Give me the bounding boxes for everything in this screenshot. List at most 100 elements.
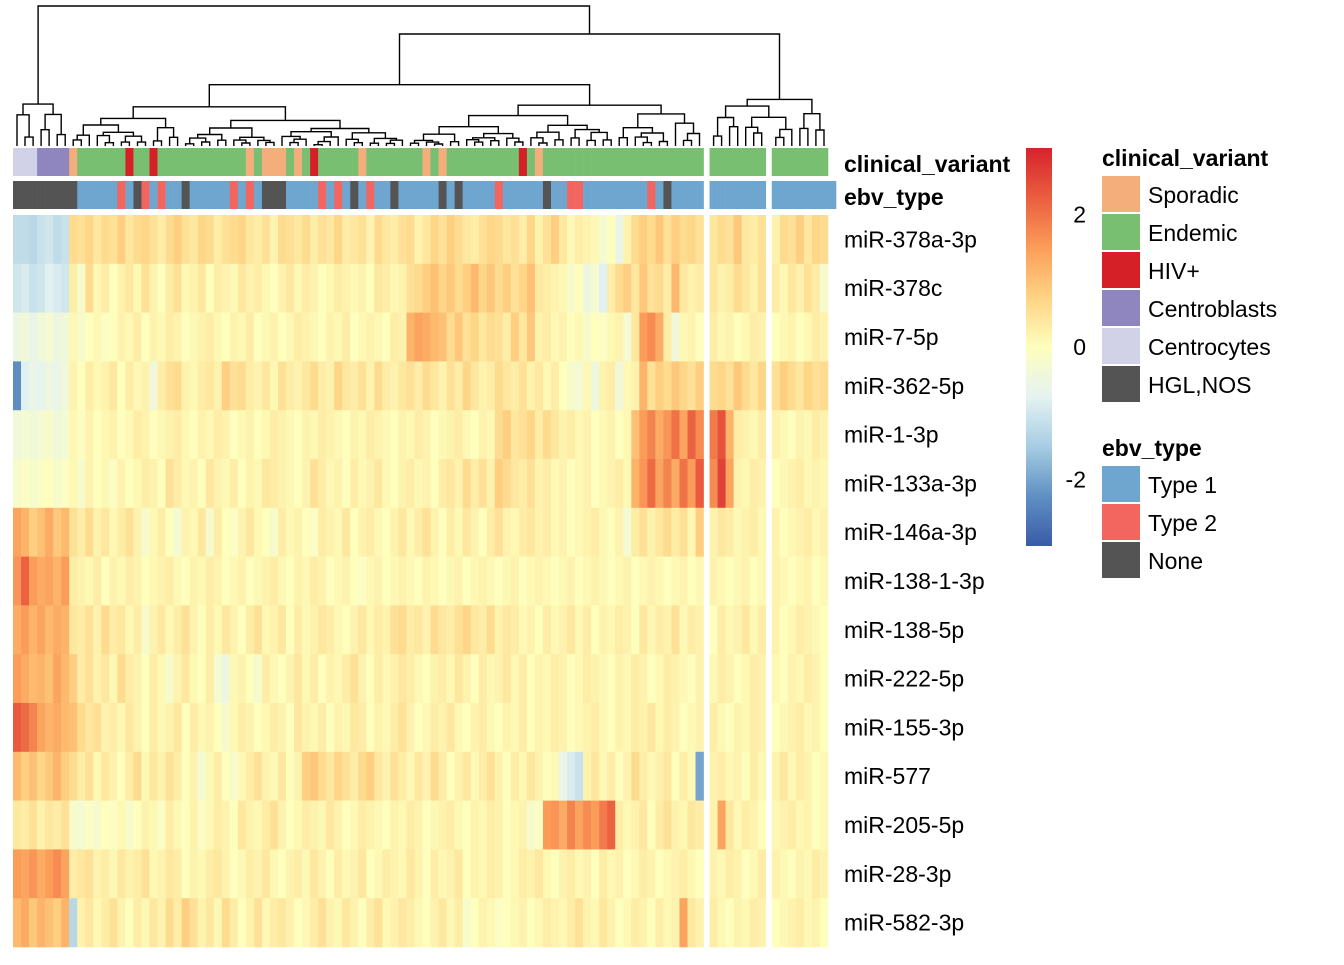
heatmap-cell <box>13 751 22 801</box>
heatmap-cell <box>21 898 30 948</box>
heatmap-cell <box>575 215 584 265</box>
ebv_type-cell <box>253 181 263 209</box>
heatmap-cell <box>149 312 158 362</box>
heatmap-cell <box>679 703 688 753</box>
ebv_type-cell <box>749 181 759 209</box>
heatmap-cell <box>583 703 592 753</box>
heatmap-cell <box>318 459 327 509</box>
heatmap-cell <box>725 654 734 704</box>
heatmap-cell <box>430 459 439 509</box>
heatmap-cell <box>342 410 351 460</box>
heatmap-cell <box>771 507 781 557</box>
heatmap-cell <box>374 605 383 655</box>
heatmap-cell <box>61 410 70 460</box>
heatmap-cell <box>342 654 351 704</box>
heatmap-cell <box>229 849 239 899</box>
ebv_type-cell <box>69 181 78 209</box>
dendrogram-branch <box>257 139 271 146</box>
heatmap-cell <box>173 898 182 948</box>
heatmap-cell <box>709 800 718 850</box>
heatmap-cell <box>149 751 158 801</box>
row-label: miR-146a-3p <box>844 519 977 545</box>
heatmap-cell <box>687 507 696 557</box>
dendrogram-branch <box>724 105 770 118</box>
heatmap-cell <box>197 507 207 557</box>
heatmap-cell <box>294 507 303 557</box>
ebv_type-cell <box>733 181 742 209</box>
heatmap-cell <box>454 312 463 362</box>
heatmap-cell <box>261 849 271 899</box>
heatmap-cell <box>623 800 632 850</box>
clinical_variant-cell <box>819 148 829 176</box>
heatmap-cell <box>550 410 560 460</box>
heatmap-cell <box>197 361 207 411</box>
heatmap-cell <box>141 410 150 460</box>
heatmap-cell <box>478 751 488 801</box>
heatmap-cell <box>85 459 94 509</box>
heatmap-cell <box>406 312 415 362</box>
heatmap-cell <box>494 654 504 704</box>
heatmap-cell <box>438 410 447 460</box>
dendrogram-branch <box>602 139 612 146</box>
heatmap-cell <box>623 556 632 606</box>
heatmap-cell <box>221 410 231 460</box>
heatmap-cell <box>133 849 142 899</box>
heatmap-cell <box>189 605 198 655</box>
heatmap-cell <box>757 556 767 606</box>
heatmap-cell <box>502 898 512 948</box>
heatmap-cell <box>414 800 423 850</box>
ebv_type-cell <box>559 181 568 209</box>
ebv_type-cell <box>671 181 680 209</box>
heatmap-cell <box>326 459 335 509</box>
heatmap-cell <box>795 312 805 362</box>
clinical_variant-cell <box>277 148 287 176</box>
heatmap-cell <box>795 605 805 655</box>
heatmap-cell <box>221 654 231 704</box>
heatmap-cell <box>494 507 504 557</box>
dendrogram-branch <box>152 140 163 146</box>
heatmap-cell <box>261 459 271 509</box>
heatmap-cell <box>229 312 239 362</box>
heatmap-cell <box>366 898 375 948</box>
heatmap-cell <box>205 459 215 509</box>
heatmap-cell <box>526 849 536 899</box>
heatmap-cell <box>647 751 656 801</box>
heatmap-cell <box>757 410 767 460</box>
clinical_variant-cell <box>286 148 295 176</box>
heatmap-cell <box>390 459 399 509</box>
heatmap-cell <box>631 312 640 362</box>
heatmap-cell <box>771 703 781 753</box>
heatmap-cell <box>61 898 70 948</box>
heatmap-cell <box>269 703 279 753</box>
clinical_variant-cell <box>253 148 263 176</box>
heatmap-cell <box>679 459 688 509</box>
dendrogram-branch <box>156 127 175 141</box>
heatmap-cell <box>85 849 94 899</box>
heatmap-cell <box>679 312 688 362</box>
heatmap-cell <box>518 507 528 557</box>
heatmap-cell <box>277 312 287 362</box>
heatmap-cell <box>615 898 624 948</box>
heatmap-cell <box>695 361 704 411</box>
heatmap-cell <box>534 507 544 557</box>
heatmap-cell <box>173 703 182 753</box>
heatmap-cell <box>229 361 239 411</box>
heatmap-cell <box>663 459 672 509</box>
ebv_type-cell <box>286 181 295 209</box>
heatmap-cell <box>671 800 680 850</box>
heatmap-cell <box>575 459 584 509</box>
heatmap-cell <box>69 361 78 411</box>
heatmap-cell <box>197 605 207 655</box>
heatmap-cell <box>647 849 656 899</box>
heatmap-cell <box>165 263 174 313</box>
heatmap-cell <box>462 215 471 265</box>
heatmap-cell <box>454 654 463 704</box>
heatmap-cell <box>101 703 110 753</box>
heatmap-cell <box>559 312 568 362</box>
heatmap-cell <box>350 800 359 850</box>
heatmap-cell <box>141 751 150 801</box>
heatmap-cell <box>591 410 600 460</box>
heatmap-cell <box>607 556 616 606</box>
heatmap-cell <box>639 654 648 704</box>
